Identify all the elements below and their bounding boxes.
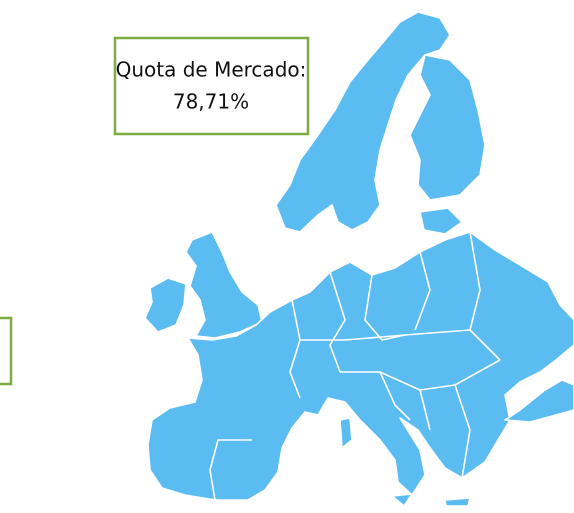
ireland xyxy=(144,277,187,333)
callout-label: Quota de Mercado: xyxy=(116,58,307,82)
crete xyxy=(444,497,471,507)
finland xyxy=(409,54,486,201)
baltic-island xyxy=(419,207,463,235)
turkey xyxy=(504,379,574,423)
scandinavia xyxy=(275,11,451,233)
market-share-callout xyxy=(113,36,310,136)
great-britain xyxy=(185,231,263,339)
partial-callout xyxy=(0,316,13,386)
sicily xyxy=(391,493,413,507)
country-borders xyxy=(209,231,501,501)
callout-value: 78,71% xyxy=(173,90,249,114)
europe-map xyxy=(144,11,574,507)
sardinia xyxy=(339,417,353,449)
mainland xyxy=(147,231,574,501)
